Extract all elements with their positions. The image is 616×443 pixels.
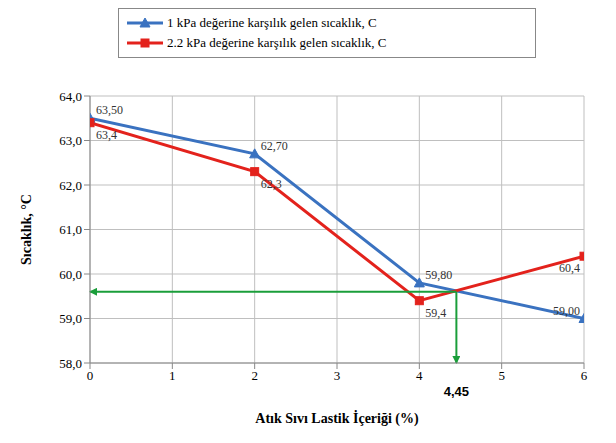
svg-text:63,4: 63,4 <box>96 128 117 142</box>
svg-text:59,0: 59,0 <box>59 311 82 326</box>
svg-text:64,0: 64,0 <box>59 89 82 104</box>
svg-text:59,00: 59,00 <box>553 304 580 318</box>
svg-text:4: 4 <box>416 368 423 383</box>
svg-text:60,0: 60,0 <box>59 267 82 282</box>
svg-text:62,3: 62,3 <box>261 177 282 191</box>
html-text:1 kPa değerine karşılık gelen: 1 kPa değerine karşılık gelen sıcaklık, … <box>167 15 377 30</box>
svg-text:1: 1 <box>169 368 176 383</box>
svg-text:63,50: 63,50 <box>96 103 123 117</box>
html-text:2.2 kPa değerine karşılık gele: 2.2 kPa değerine karşılık gelen sıcaklık… <box>167 35 387 50</box>
svg-text:58,0: 58,0 <box>59 356 82 371</box>
svg-text:Sıcaklık, °C: Sıcaklık, °C <box>19 194 34 265</box>
svg-text:63,0: 63,0 <box>59 133 82 148</box>
svg-text:2: 2 <box>251 368 258 383</box>
svg-text:62,0: 62,0 <box>59 178 82 193</box>
svg-text:0: 0 <box>87 368 94 383</box>
svg-text:4,45: 4,45 <box>444 384 469 399</box>
svg-text:62,70: 62,70 <box>261 139 288 153</box>
svg-text:59,80: 59,80 <box>425 268 452 282</box>
svg-text:61,0: 61,0 <box>59 222 82 237</box>
svg-text:6: 6 <box>581 368 588 383</box>
svg-text:5: 5 <box>498 368 505 383</box>
svg-text:3: 3 <box>334 368 341 383</box>
svg-text:59,4: 59,4 <box>425 306 446 320</box>
svg-text:Atık Sıvı Lastik İçeriği (%): Atık Sıvı Lastik İçeriği (%) <box>255 410 419 427</box>
svg-text:60,4: 60,4 <box>559 261 580 275</box>
